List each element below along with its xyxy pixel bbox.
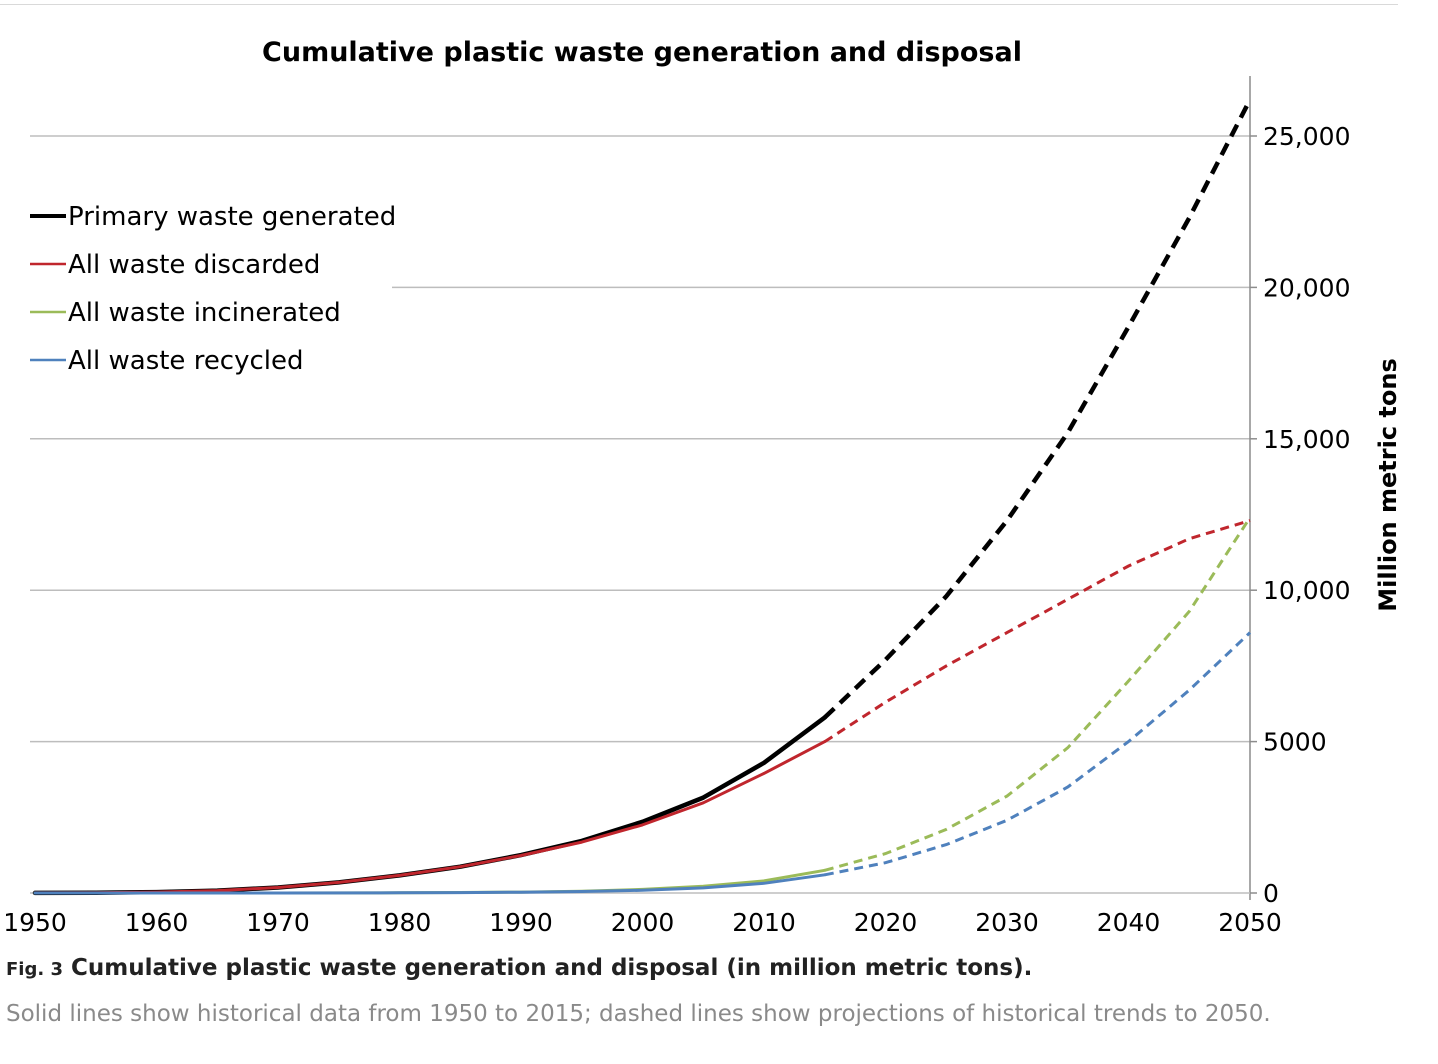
- x-axis-ticks: 1950 1960 1970 1980 1990 2000 2010 2020 2030 2040…: [3, 908, 1282, 937]
- x-tick-label: 1970: [246, 908, 310, 937]
- series-historical-line: [33, 740, 827, 895]
- legend-entry: All waste recycled: [68, 346, 304, 376]
- figure-title: Cumulative plastic waste generation and …: [71, 955, 1033, 981]
- y-tick-label: 10,000: [1263, 576, 1350, 605]
- series-lines: [32, 98, 1253, 896]
- x-tick-label: 2020: [854, 908, 918, 937]
- y-tick-label: 0: [1263, 879, 1279, 908]
- x-tick-label: 2000: [611, 908, 675, 937]
- series-projection-line: [823, 98, 1253, 720]
- figure-caption-title: Fig. 3 Cumulative plastic waste generati…: [6, 955, 1032, 981]
- y-tick-label: 25,000: [1263, 122, 1350, 151]
- x-tick-label: 2040: [1097, 908, 1161, 937]
- legend: Primary waste generated All waste discard…: [30, 202, 396, 376]
- chart-title: Cumulative plastic waste generation and …: [262, 37, 1022, 68]
- series-projection-line: [824, 631, 1252, 877]
- y-axis-ticks: 0 5000 10,000 15,000 20,000 25,000: [1250, 122, 1350, 908]
- x-tick-label: 2010: [732, 908, 796, 937]
- legend-entry: All waste incinerated: [68, 298, 341, 328]
- x-tick-label: 1960: [125, 908, 189, 937]
- line-chart: Cumulative plastic waste generation and …: [3, 37, 1402, 937]
- series-projection-line: [824, 516, 1252, 872]
- y-tick-label: 20,000: [1263, 273, 1350, 302]
- x-tick-label: 2030: [975, 908, 1039, 937]
- y-tick-label: 15,000: [1263, 425, 1350, 454]
- series-historical-line: [33, 868, 827, 895]
- gridlines: [30, 135, 1250, 743]
- x-tick-label: 1990: [489, 908, 553, 937]
- y-axis: [30, 76, 1251, 900]
- legend-entry: All waste discarded: [68, 250, 320, 280]
- series-historical-line: [33, 873, 827, 895]
- y-axis-label: Million metric tons: [1374, 358, 1402, 611]
- top-divider: [0, 4, 1398, 5]
- x-tick-label: 2050: [1218, 908, 1282, 937]
- legend-entry: Primary waste generated: [68, 202, 396, 232]
- x-tick-label: 1980: [368, 908, 432, 937]
- series-historical-line: [32, 715, 828, 896]
- figure-label: Fig. 3: [6, 959, 63, 980]
- x-tick-label: 1950: [3, 908, 67, 937]
- figure-description: Solid lines show historical data from 19…: [6, 1001, 1271, 1027]
- y-tick-label: 5000: [1263, 728, 1327, 757]
- series-projection-line: [823, 519, 1251, 743]
